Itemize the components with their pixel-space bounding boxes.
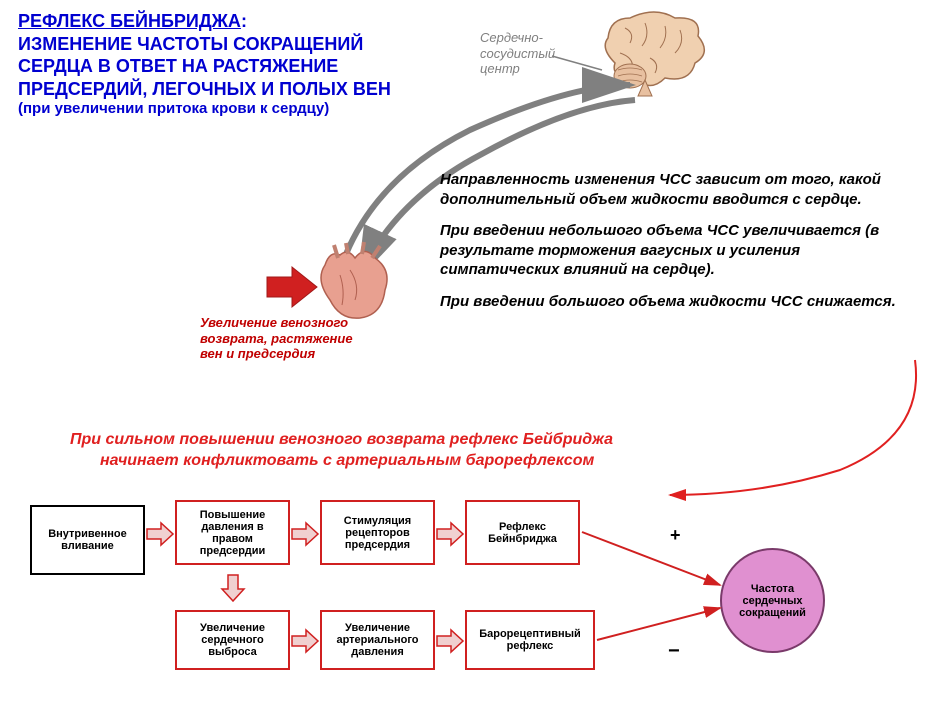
title-l2: ИЗМЕНЕНИЕ ЧАСТОТЫ СОКРАЩЕНИЙ xyxy=(18,33,448,56)
brain-label-l3: центр xyxy=(480,61,555,77)
body-text: Направленность изменения ЧСС зависит от … xyxy=(440,170,910,311)
long-red-curve xyxy=(660,355,930,505)
mid-statement: При сильном повышении венозного возврата… xyxy=(70,430,613,472)
heart-label-l1: Увеличение венозного xyxy=(200,315,353,331)
red-inflow-arrow xyxy=(262,262,322,312)
body-p2: При введении небольшого объема ЧСС увели… xyxy=(440,221,910,280)
heart-label: Увеличение венозного возврата, растяжени… xyxy=(200,315,353,362)
body-p3: При введении большого объема жидкости ЧС… xyxy=(440,292,910,312)
mid-l2: начинает конфликтовать с артериальным ба… xyxy=(70,451,613,472)
mid-l1: При сильном повышении венозного возврата… xyxy=(70,430,613,451)
title-l3: СЕРДЦА В ОТВЕТ НА РАСТЯЖЕНИЕ xyxy=(18,55,448,78)
title-colon: : xyxy=(241,11,247,31)
brain-label-l2: сосудистый xyxy=(480,46,555,62)
heart-label-l2: возврата, растяжение xyxy=(200,331,353,347)
fc-arrows xyxy=(0,490,941,700)
brain-label-l1: Сердечно- xyxy=(480,30,555,46)
title-underline: РЕФЛЕКС БЕЙНБРИДЖА xyxy=(18,11,241,31)
heart-label-l3: вен и предсердия xyxy=(200,346,353,362)
body-p1: Направленность изменения ЧСС зависит от … xyxy=(440,170,910,209)
brain-label-pointer xyxy=(552,48,612,78)
brain-label: Сердечно- сосудистый центр xyxy=(480,30,555,77)
